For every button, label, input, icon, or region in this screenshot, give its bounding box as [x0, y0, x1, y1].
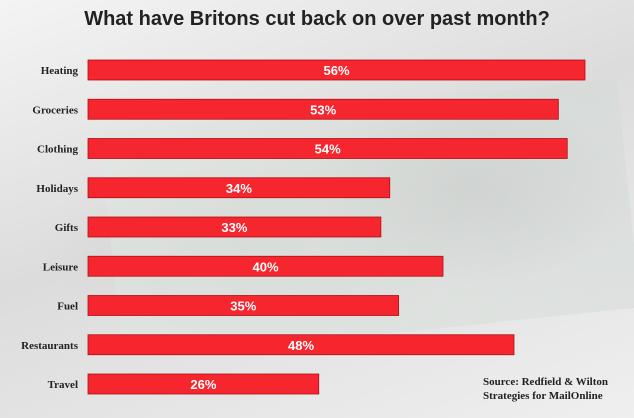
- bar-value-label: 35%: [230, 299, 256, 314]
- bar: [87, 334, 515, 356]
- category-label: Leisure: [43, 261, 78, 273]
- bar: [87, 177, 391, 199]
- source-line-2: Strategies for MailOnline: [483, 390, 603, 402]
- category-label: Fuel: [57, 301, 78, 313]
- source-line-1: Source: Redfield & Wilton: [483, 376, 608, 388]
- category-label: Gifts: [55, 222, 79, 234]
- category-label: Clothing: [37, 144, 78, 156]
- category-label: Groceries: [32, 104, 78, 116]
- bar: [87, 255, 444, 277]
- chart-title: What have Britons cut back on over past …: [84, 8, 550, 30]
- category-label: Restaurants: [21, 340, 79, 352]
- bar-value-label: 33%: [221, 220, 247, 235]
- bar-value-label: 40%: [252, 259, 278, 274]
- bar-value-label: 56%: [323, 63, 349, 78]
- bar-value-label: 53%: [310, 102, 336, 117]
- bar-value-label: 26%: [190, 377, 216, 392]
- bar-value-label: 54%: [315, 142, 341, 157]
- bar-value-label: 34%: [226, 181, 252, 196]
- category-label: Travel: [48, 379, 78, 391]
- source-note: Source: Redfield & Wilton Strategies for…: [483, 375, 608, 403]
- bar: [87, 216, 382, 238]
- bar: [87, 138, 568, 159]
- category-label: Heating: [41, 65, 79, 77]
- bar-value-label: 48%: [288, 338, 314, 353]
- bar: [87, 98, 559, 120]
- category-label: Holidays: [36, 183, 78, 195]
- bar: [87, 373, 320, 395]
- bar: [87, 59, 586, 81]
- bar: [87, 295, 400, 316]
